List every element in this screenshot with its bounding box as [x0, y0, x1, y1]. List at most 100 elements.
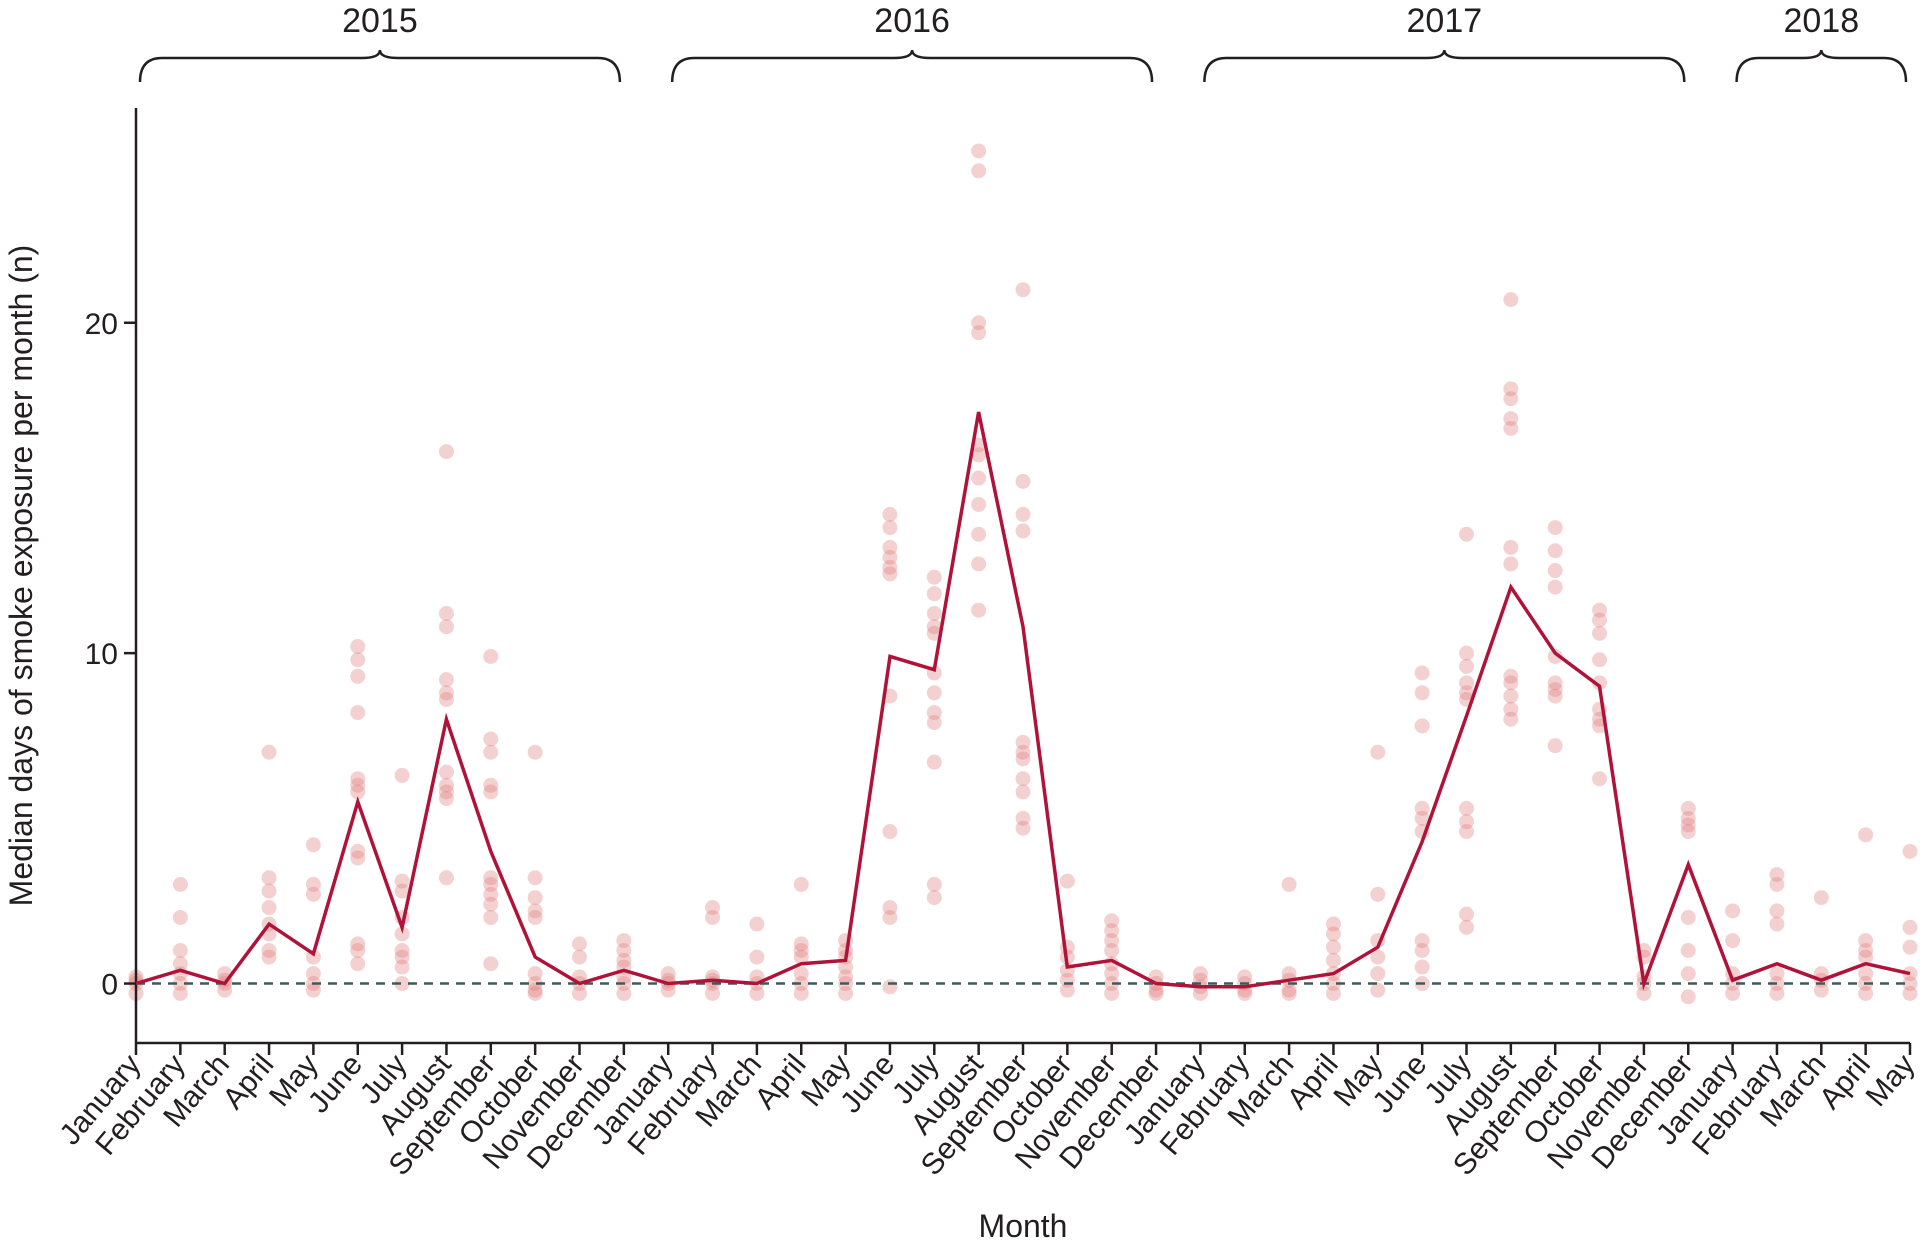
- scatter-point: [926, 876, 942, 892]
- scatter-point: [1015, 751, 1031, 767]
- x-tick-label: May: [1860, 1048, 1920, 1113]
- scatter-point: [1902, 939, 1918, 955]
- scatter-point: [305, 982, 321, 998]
- x-ticks: JanuaryFebruaryMarchAprilMayJuneJulyAugu…: [53, 1043, 1920, 1182]
- scatter-point: [438, 605, 454, 621]
- year-bracket: [138, 49, 622, 83]
- scatter-point: [660, 966, 676, 982]
- scatter-point: [1503, 701, 1519, 717]
- scatter-point: [438, 619, 454, 635]
- scatter-point: [971, 496, 987, 512]
- scatter-point: [1370, 886, 1386, 902]
- scatter-point: [1547, 579, 1563, 595]
- scatter-point: [1547, 681, 1563, 697]
- scatter-point: [1902, 966, 1918, 982]
- scatter-point: [1459, 919, 1474, 935]
- scatter-point: [926, 605, 942, 621]
- scatter-point: [305, 966, 321, 982]
- scatter-point: [1015, 523, 1031, 539]
- scatter-point: [1769, 966, 1785, 982]
- scatter-point: [572, 985, 587, 1001]
- scatter-point: [1503, 668, 1519, 684]
- scatter-point: [350, 777, 366, 793]
- scatter-point: [1592, 771, 1608, 787]
- scatter-point: [1459, 658, 1474, 674]
- scatter-point: [1725, 903, 1741, 919]
- scatter-point: [1858, 985, 1874, 1001]
- scatter-point: [705, 985, 721, 1001]
- scatter-point: [483, 896, 499, 912]
- scatter-point: [1104, 942, 1120, 958]
- scatter-point: [483, 784, 499, 800]
- scatter-point: [1414, 718, 1430, 734]
- scatter-point: [926, 619, 942, 635]
- scatter-point: [350, 936, 366, 952]
- scatter-point: [616, 933, 632, 949]
- scatter-point: [1414, 685, 1430, 701]
- scatter-point: [217, 982, 233, 998]
- scatter-point: [971, 143, 987, 159]
- scatter-point: [926, 754, 942, 770]
- median-line: [135, 411, 1911, 991]
- scatter-point: [1592, 625, 1608, 641]
- scatter-point: [882, 900, 898, 916]
- scatter-point: [261, 900, 277, 916]
- scatter-point: [1503, 391, 1519, 407]
- scatter-point: [660, 982, 676, 998]
- scatter-point: [749, 916, 765, 932]
- scatter-point: [350, 705, 366, 721]
- scatter-point: [882, 506, 898, 522]
- scatter-point: [1148, 985, 1164, 1001]
- scatter-point: [350, 771, 366, 787]
- scatter-point: [926, 685, 942, 701]
- year-label: 2017: [1407, 2, 1483, 40]
- scatter-point: [438, 672, 454, 688]
- scatter-point: [1680, 942, 1696, 958]
- scatter-points: [128, 143, 1918, 1005]
- scatter-point: [926, 586, 942, 602]
- scatter-point: [438, 444, 454, 460]
- scatter-point: [1059, 982, 1075, 998]
- scatter-point: [882, 559, 898, 575]
- scatter-point: [1725, 933, 1741, 949]
- scatter-point: [572, 936, 587, 952]
- scatter-point: [1680, 989, 1696, 1005]
- scatter-point: [1370, 966, 1386, 982]
- scatter-point: [1769, 876, 1785, 892]
- scatter-point: [1325, 976, 1341, 992]
- scatter-point: [527, 985, 543, 1001]
- scatter-point: [305, 886, 321, 902]
- scatter-point: [971, 470, 987, 486]
- scatter-point: [1015, 820, 1031, 836]
- scatter-point: [527, 982, 543, 998]
- scatter-point: [1592, 652, 1608, 668]
- scatter-point: [1680, 966, 1696, 982]
- scatter-point: [350, 956, 366, 972]
- scatter-point: [438, 791, 454, 807]
- scatter-point: [971, 163, 987, 179]
- scatter-point: [261, 870, 277, 886]
- scatter-point: [527, 870, 543, 886]
- scatter-point: [1104, 976, 1120, 992]
- scatter-point: [527, 890, 543, 906]
- scatter-point: [838, 985, 854, 1001]
- scatter-point: [926, 625, 942, 641]
- scatter-point: [172, 909, 188, 925]
- scatter-point: [305, 837, 321, 853]
- scatter-point: [261, 949, 277, 965]
- y-tick-label: 0: [101, 969, 118, 1002]
- scatter-point: [1547, 738, 1563, 754]
- scatter-point: [793, 985, 809, 1001]
- scatter-point: [882, 539, 898, 555]
- y-tick-label: 20: [85, 308, 118, 341]
- scatter-point: [1769, 916, 1785, 932]
- scatter-point: [705, 909, 721, 925]
- scatter-point: [1192, 966, 1208, 982]
- scatter-point: [1769, 903, 1785, 919]
- scatter-point: [1459, 675, 1474, 691]
- scatter-point: [1015, 506, 1031, 522]
- scatter-point: [1104, 923, 1120, 939]
- scatter-point: [1592, 602, 1608, 618]
- scatter-point: [1858, 827, 1874, 843]
- scatter-point: [1459, 685, 1474, 701]
